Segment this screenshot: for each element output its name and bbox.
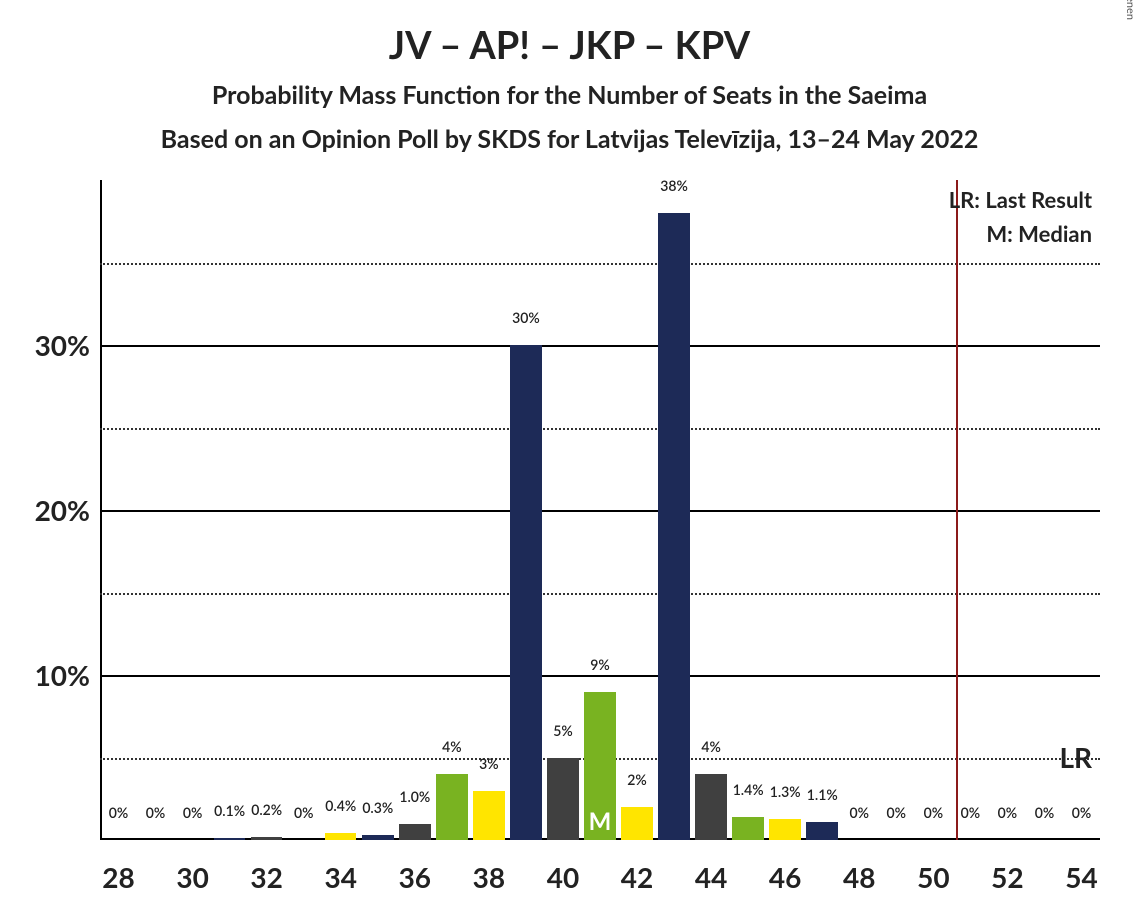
bar: [806, 822, 837, 840]
bar: [658, 213, 689, 840]
gridline-minor: [100, 428, 1100, 430]
bar-value-label: 0%: [887, 804, 906, 821]
bar: [436, 774, 467, 840]
x-tick-label: 34: [324, 840, 356, 894]
last-result-label: LR: [1059, 740, 1092, 774]
x-tick-label: 54: [1065, 840, 1097, 894]
bar-value-label: 2%: [627, 771, 646, 788]
bar: [510, 345, 541, 840]
x-tick-label: 28: [102, 840, 134, 894]
bar-value-label: 1.4%: [733, 781, 764, 798]
bar-value-label: 3%: [479, 755, 498, 772]
gridline-minor: [100, 593, 1100, 595]
bar-value-label: 5%: [553, 722, 572, 739]
copyright-text: © 2022 Filip van Laenen: [1124, 0, 1137, 20]
legend-median: M: Median: [986, 220, 1092, 247]
bar-value-label: 0%: [850, 804, 869, 821]
x-tick-label: 36: [399, 840, 431, 894]
bar-value-label: 9%: [590, 656, 609, 673]
bar-value-label: 38%: [660, 177, 688, 194]
x-tick-label: 52: [991, 840, 1023, 894]
bar-value-label: 0%: [183, 804, 202, 821]
bar-value-label: 0.3%: [362, 799, 393, 816]
bar-value-label: 0%: [998, 804, 1017, 821]
bar-value-label: 0%: [146, 804, 165, 821]
bar-value-label: 0%: [961, 804, 980, 821]
bar-value-label: 0.1%: [214, 802, 245, 819]
bar: [695, 774, 726, 840]
gridline-major: [100, 345, 1100, 347]
y-tick-label: 10%: [35, 658, 100, 692]
bar-value-label: 0.4%: [325, 797, 356, 814]
bar: [473, 791, 504, 841]
bar: [251, 837, 282, 840]
y-tick-label: 20%: [35, 493, 100, 527]
x-tick-label: 50: [917, 840, 949, 894]
chart-subtitle-2: Based on an Opinion Poll by SKDS for Lat…: [0, 124, 1139, 154]
last-result-line: [956, 180, 958, 840]
bar: [769, 819, 800, 840]
x-tick-label: 38: [473, 840, 505, 894]
bar-value-label: 0%: [294, 804, 313, 821]
bar-value-label: 4%: [701, 738, 720, 755]
bar-value-label: 30%: [512, 309, 540, 326]
x-tick-label: 42: [621, 840, 653, 894]
bar: [362, 835, 393, 840]
bar: [399, 824, 430, 841]
bar-value-label: 0%: [109, 804, 128, 821]
legend-last-result: LR: Last Result: [949, 186, 1092, 213]
x-tick-label: 44: [695, 840, 727, 894]
bar-value-label: 0%: [924, 804, 943, 821]
bar-value-label: 0%: [1072, 804, 1091, 821]
chart-container: JV – AP! – JKP – KPV Probability Mass Fu…: [0, 0, 1139, 924]
chart-subtitle-1: Probability Mass Function for the Number…: [0, 80, 1139, 110]
x-tick-label: 46: [769, 840, 801, 894]
gridline-major: [100, 675, 1100, 677]
bar-value-label: 0.2%: [251, 801, 282, 818]
gridline-major: [100, 510, 1100, 512]
x-tick-label: 48: [843, 840, 875, 894]
bar-value-label: 0%: [1035, 804, 1054, 821]
bar-value-label: 1.3%: [770, 783, 801, 800]
x-tick-label: 30: [176, 840, 208, 894]
x-tick-label: 32: [250, 840, 282, 894]
y-tick-label: 30%: [35, 328, 100, 362]
chart-title: JV – AP! – JKP – KPV: [0, 22, 1139, 68]
gridline-minor: [100, 263, 1100, 265]
bar: [547, 758, 578, 841]
bar-value-label: 4%: [442, 738, 461, 755]
bar: [732, 817, 763, 840]
bar: [325, 833, 356, 840]
x-tick-label: 40: [547, 840, 579, 894]
bar-value-label: 1.0%: [399, 788, 430, 805]
bar: [214, 838, 245, 840]
bar-value-label: 1.1%: [807, 786, 838, 803]
plot-area: 10%20%30%28303234363840424446485052540%0…: [100, 180, 1100, 840]
median-marker: M: [589, 807, 612, 836]
bar: [621, 807, 652, 840]
